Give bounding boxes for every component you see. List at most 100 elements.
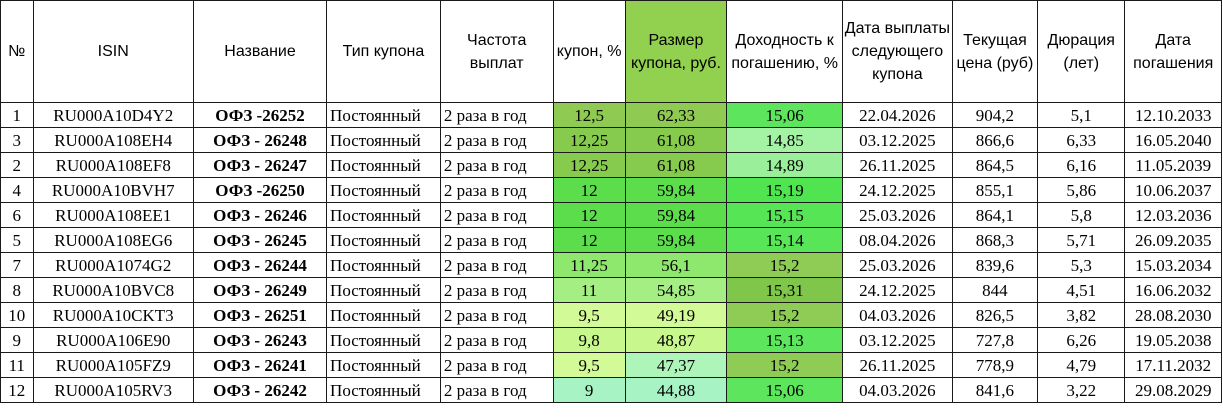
coupon-rub-cell: 56,1	[624, 252, 728, 278]
coupon-type-cell: Постоянный	[326, 327, 441, 353]
coupon-rub-cell: 54,85	[624, 277, 728, 303]
coupon-rub-cell: 59,84	[624, 227, 728, 253]
header-maturity-date: Дата погашения	[1124, 0, 1222, 103]
current-price-cell: 826,5	[951, 302, 1039, 328]
next-coupon-date-cell: 26.11.2025	[842, 352, 953, 378]
bond-name-cell: ОФЗ - 26245	[192, 227, 328, 253]
maturity-date-cell: 16.05.2040	[1124, 127, 1222, 153]
bonds-table: № ISIN Название Тип купона Частота выпла…	[0, 0, 1222, 403]
isin-cell: RU000A10BVH7	[32, 177, 194, 203]
coupon-type-cell: Постоянный	[326, 277, 441, 303]
maturity-date-cell: 15.03.2034	[1124, 252, 1222, 278]
header-name: Название	[192, 0, 328, 103]
maturity-date-cell: 28.08.2030	[1124, 302, 1222, 328]
current-price-cell: 904,2	[951, 102, 1039, 128]
bond-name-cell: ОФЗ - 26247	[192, 152, 328, 178]
duration-cell: 6,26	[1037, 327, 1126, 353]
current-price-cell: 855,1	[951, 177, 1039, 203]
maturity-date-cell: 26.09.2035	[1124, 227, 1222, 253]
ytm-cell: 15,13	[726, 327, 844, 353]
header-isin: ISIN	[32, 0, 194, 103]
coupon-type-cell: Постоянный	[326, 252, 441, 278]
header-coupon-rub: Размер купона, руб.	[624, 0, 728, 103]
header-frequency: Частота выплат	[439, 0, 554, 103]
ytm-cell: 15,31	[726, 277, 844, 303]
bond-name-cell: ОФЗ - 26244	[192, 252, 328, 278]
frequency-cell: 2 раза в год	[439, 227, 554, 253]
maturity-date-cell: 12.10.2033	[1124, 102, 1222, 128]
table-row: 1 RU000A10D4Y2 ОФЗ -26252 Постоянный 2 раза …	[0, 102, 1222, 128]
bond-name-cell: ОФЗ - 26241	[192, 352, 328, 378]
isin-cell: RU000A10BVC8	[32, 277, 194, 303]
table-row: 10 RU000A10CKT3 ОФЗ - 26251 Постоянный 2 раз…	[0, 302, 1222, 328]
table-row: 4 RU000A10BVH7 ОФЗ -26250 Постоянный 2 раза …	[0, 177, 1222, 203]
current-price-cell: 864,1	[951, 202, 1039, 228]
ytm-cell: 15,19	[726, 177, 844, 203]
bond-name-cell: ОФЗ - 26249	[192, 277, 328, 303]
row-number-cell: 11	[0, 352, 34, 378]
coupon-type-cell: Постоянный	[326, 127, 441, 153]
ytm-cell: 15,06	[726, 102, 844, 128]
coupon-rub-cell: 59,84	[624, 202, 728, 228]
next-coupon-date-cell: 24.12.2025	[842, 277, 953, 303]
table-row: 9 RU000A106E90 ОФЗ - 26243 Постоянный 2 раза…	[0, 327, 1222, 353]
coupon-type-cell: Постоянный	[326, 377, 441, 403]
coupon-type-cell: Постоянный	[326, 102, 441, 128]
table-row: 8 RU000A10BVC8 ОФЗ - 26249 Постоянный 2 раза…	[0, 277, 1222, 303]
coupon-type-cell: Постоянный	[326, 227, 441, 253]
maturity-date-cell: 17.11.2032	[1124, 352, 1222, 378]
frequency-cell: 2 раза в год	[439, 302, 554, 328]
current-price-cell: 844	[951, 277, 1039, 303]
ytm-cell: 15,06	[726, 377, 844, 403]
isin-cell: RU000A1074G2	[32, 252, 194, 278]
bond-name-cell: ОФЗ -26250	[192, 177, 328, 203]
next-coupon-date-cell: 08.04.2026	[842, 227, 953, 253]
ytm-cell: 15,15	[726, 202, 844, 228]
maturity-date-cell: 19.05.2038	[1124, 327, 1222, 353]
maturity-date-cell: 12.03.2036	[1124, 202, 1222, 228]
next-coupon-date-cell: 24.12.2025	[842, 177, 953, 203]
frequency-cell: 2 раза в год	[439, 352, 554, 378]
duration-cell: 3,22	[1037, 377, 1126, 403]
ytm-cell: 15,2	[726, 302, 844, 328]
frequency-cell: 2 раза в год	[439, 177, 554, 203]
duration-cell: 5,8	[1037, 202, 1126, 228]
table-row: 5 RU000A108EG6 ОФЗ - 26245 Постоянный 2 раза…	[0, 227, 1222, 253]
header-duration: Дюрация (лет)	[1037, 0, 1126, 103]
header-coupon-type: Тип купона	[326, 0, 441, 103]
isin-cell: RU000A108EE1	[32, 202, 194, 228]
current-price-cell: 841,6	[951, 377, 1039, 403]
duration-cell: 5,3	[1037, 252, 1126, 278]
coupon-rub-cell: 62,33	[624, 102, 728, 128]
ytm-cell: 15,2	[726, 252, 844, 278]
header-current-price: Текущая цена (руб)	[951, 0, 1039, 103]
isin-cell: RU000A10D4Y2	[32, 102, 194, 128]
coupon-percent-cell: 11	[552, 277, 626, 303]
bond-name-cell: ОФЗ - 26251	[192, 302, 328, 328]
frequency-cell: 2 раза в год	[439, 327, 554, 353]
coupon-rub-cell: 59,84	[624, 177, 728, 203]
coupon-percent-cell: 12	[552, 202, 626, 228]
coupon-type-cell: Постоянный	[326, 177, 441, 203]
duration-cell: 4,79	[1037, 352, 1126, 378]
coupon-type-cell: Постоянный	[326, 202, 441, 228]
next-coupon-date-cell: 25.03.2026	[842, 252, 953, 278]
row-number-cell: 6	[0, 202, 34, 228]
frequency-cell: 2 раза в год	[439, 102, 554, 128]
isin-cell: RU000A108EF8	[32, 152, 194, 178]
isin-cell: RU000A108EG6	[32, 227, 194, 253]
header-next-coupon-date: Дата выплаты следующего купона	[842, 0, 953, 103]
row-number-cell: 12	[0, 377, 34, 403]
next-coupon-date-cell: 04.03.2026	[842, 302, 953, 328]
coupon-percent-cell: 9	[552, 377, 626, 403]
coupon-percent-cell: 9,8	[552, 327, 626, 353]
coupon-percent-cell: 9,5	[552, 302, 626, 328]
header-ytm: Доходность к погашению, %	[726, 0, 844, 103]
row-number-cell: 3	[0, 127, 34, 153]
next-coupon-date-cell: 26.11.2025	[842, 152, 953, 178]
coupon-percent-cell: 9,5	[552, 352, 626, 378]
coupon-rub-cell: 44,88	[624, 377, 728, 403]
isin-cell: RU000A106E90	[32, 327, 194, 353]
row-number-cell: 7	[0, 252, 34, 278]
isin-cell: RU000A10CKT3	[32, 302, 194, 328]
